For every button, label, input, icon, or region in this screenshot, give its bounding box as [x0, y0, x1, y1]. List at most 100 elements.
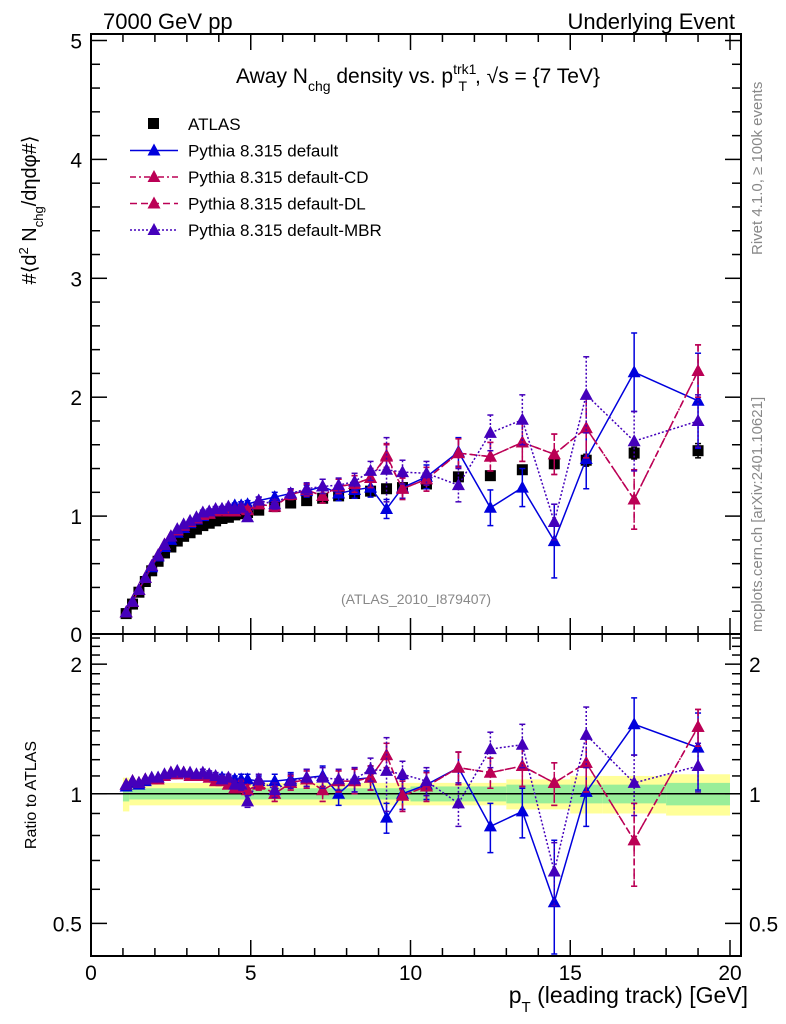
- data-point: [285, 497, 297, 509]
- y-tick-label: 0: [70, 624, 82, 647]
- x-tick-label: 10: [399, 962, 422, 985]
- data-point: [252, 772, 266, 785]
- data-point: [190, 523, 202, 535]
- data-point: [300, 770, 314, 783]
- data-point: [419, 466, 433, 479]
- data-point: [164, 529, 178, 542]
- series-pythia-8-315-default-dl: [119, 344, 705, 618]
- data-point: [348, 474, 362, 487]
- data-point: [483, 765, 497, 778]
- data-point: [300, 481, 314, 494]
- data-point: [627, 775, 641, 788]
- data-point: [316, 488, 330, 501]
- rivet-version-label: Rivet 4.1.0, ≥ 100k events: [749, 82, 766, 255]
- data-point: [268, 497, 282, 510]
- main-panel: 0 1 2 3 4 5 Away Nchg density vs. ptrk1 T, √s …: [16, 31, 742, 647]
- analysis-id-annotation: (ATLAS_2010_I879407): [341, 591, 491, 607]
- ratio-y-tick-label: 1: [70, 784, 82, 807]
- legend-item: Pythia 8.315 default-DL: [130, 195, 366, 214]
- ratio-frame: [90, 633, 742, 957]
- data-point: [177, 517, 191, 530]
- data-point: [579, 387, 593, 400]
- data-point: [216, 512, 228, 524]
- data-point: [579, 421, 593, 434]
- y-tick-label: 2: [70, 387, 82, 410]
- chart-title: Away Nchg density vs. ptrk1 T, √s = {7 Te…: [236, 61, 600, 94]
- main-plot-area: [119, 332, 705, 620]
- data-point: [234, 500, 248, 513]
- data-point: [691, 759, 705, 772]
- legend-item: Pythia 8.315 default-CD: [130, 168, 369, 187]
- data-point: [547, 515, 561, 528]
- data-point: [547, 447, 561, 460]
- x-tick-label: 20: [718, 962, 741, 985]
- y-tick-label: 3: [70, 268, 82, 291]
- legend-label: Pythia 8.315 default-MBR: [188, 221, 382, 240]
- data-point: [627, 365, 641, 378]
- data-point: [316, 783, 330, 796]
- data-point: [515, 435, 529, 448]
- data-point: [380, 462, 394, 475]
- data-point: [145, 559, 159, 572]
- data-point: [189, 510, 203, 523]
- data-point: [184, 527, 196, 539]
- data-point: [364, 762, 378, 775]
- ratio-y-tick-label: 0.5: [53, 913, 82, 936]
- data-point: [316, 770, 330, 783]
- data-point: [268, 490, 282, 503]
- legend-item: ATLAS: [148, 115, 241, 134]
- data-point: [451, 796, 465, 809]
- y-tick-label: 1: [70, 506, 82, 529]
- y-tick-label: 4: [70, 149, 82, 172]
- main-axis-ticks: 0 1 2 3 4 5: [70, 31, 741, 647]
- mcplots-label: mcplots.cern.ch [arXiv:2401.10621]: [749, 397, 766, 632]
- series-pythia-8-315-default-mbr: [119, 356, 705, 618]
- data-point: [691, 719, 705, 732]
- ratio-y-axis-label: Ratio to ATLAS: [23, 741, 40, 849]
- data-point: [515, 804, 529, 817]
- data-point: [209, 768, 223, 781]
- data-point: [627, 492, 641, 505]
- data-point: [579, 784, 593, 797]
- ratio-plot-area: [91, 697, 741, 955]
- x-tick-label: 0: [85, 962, 97, 985]
- data-point: [364, 463, 378, 476]
- data-point: [241, 794, 255, 807]
- legend-item: Pythia 8.315 default-MBR: [130, 221, 382, 240]
- data-point: [119, 777, 133, 790]
- data-point: [119, 605, 133, 618]
- data-point: [547, 864, 561, 877]
- data-point: [316, 479, 330, 492]
- data-point: [451, 478, 465, 491]
- data-point: [332, 786, 346, 799]
- data-point: [547, 775, 561, 788]
- data-point: [691, 413, 705, 426]
- data-point: [126, 594, 140, 607]
- data-point: [380, 501, 394, 514]
- data-point: [222, 511, 234, 523]
- data-point: [241, 783, 255, 796]
- legend-label: Pythia 8.315 default-DL: [188, 195, 366, 214]
- series-pythia-8-315-default: [119, 697, 705, 955]
- main-y-axis-label: #⟨d2 Nchg/dηdφ#⟩: [16, 135, 46, 284]
- series-pythia-8-315-default-mbr: [119, 706, 705, 907]
- data-point: [547, 895, 561, 908]
- data-point: [203, 517, 215, 529]
- data-point: [515, 737, 529, 750]
- data-point: [171, 535, 183, 547]
- data-point: [348, 772, 362, 785]
- ratio-panel: 0.5 0.51 12 20 5 10 15 20 Ratio to ATLAS pT (le…: [23, 633, 778, 1016]
- data-point: [483, 425, 497, 438]
- data-point: [451, 446, 465, 459]
- data-point: [234, 777, 248, 790]
- data-point: [396, 788, 410, 801]
- data-point: [178, 530, 190, 542]
- data-point: [692, 445, 704, 457]
- data-point: [691, 364, 705, 377]
- data-point: [380, 810, 394, 823]
- data-point: [268, 774, 282, 787]
- data-point: [138, 570, 152, 583]
- legend-item: Pythia 8.315 default: [130, 142, 339, 161]
- data-point: [483, 819, 497, 832]
